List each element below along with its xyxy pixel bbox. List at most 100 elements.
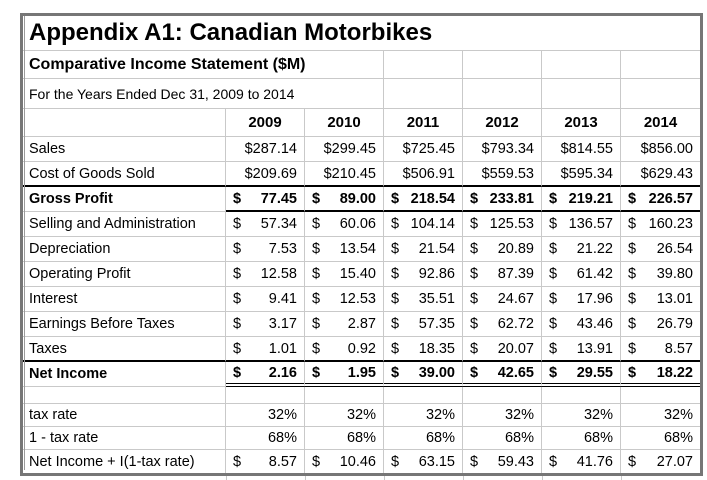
currency-symbol: $: [233, 340, 242, 357]
currency-symbol: $: [233, 291, 242, 307]
value-cell: $226.57: [621, 187, 700, 212]
row-label: Earnings Before Taxes: [23, 312, 226, 337]
value-cell: $725.45: [384, 137, 463, 162]
currency-symbol: $: [470, 241, 479, 257]
value-cell: $35.51: [384, 287, 463, 312]
currency-symbol: $: [312, 364, 321, 381]
currency-symbol: $: [470, 266, 479, 282]
currency-symbol: $: [470, 216, 479, 232]
value-cell: $59.43: [463, 450, 542, 473]
value-cell: $814.55: [542, 137, 621, 162]
amount: 1.95: [347, 364, 376, 381]
row-label: tax rate: [23, 404, 226, 427]
currency-symbol: $: [549, 316, 558, 332]
amount: 8.57: [664, 340, 693, 357]
amount: 20.07: [497, 340, 534, 357]
amount: 26.54: [656, 241, 693, 257]
value-cell: $87.39: [463, 262, 542, 287]
statement-subtitle: Comparative Income Statement ($M): [23, 51, 384, 79]
amount: 0.92: [347, 340, 376, 357]
currency-symbol: $: [312, 241, 321, 257]
value-cell: $7.53: [226, 237, 305, 262]
row-label: Interest: [23, 287, 226, 312]
currency-symbol: $: [628, 266, 637, 282]
currency-symbol: $: [628, 291, 637, 307]
empty-cell: [542, 387, 621, 404]
amount: 18.35: [418, 340, 455, 357]
value-cell: 32%: [463, 404, 542, 427]
amount: 92.86: [418, 266, 455, 282]
currency-symbol: $: [628, 190, 637, 207]
empty-cell: [621, 387, 700, 404]
year-header-cell: 2012: [463, 109, 542, 137]
currency-symbol: $: [470, 364, 479, 381]
amount: 8.57: [268, 453, 297, 470]
value-cell: $287.14: [226, 137, 305, 162]
empty-cell: [542, 79, 621, 109]
value-cell: $24.67: [463, 287, 542, 312]
amount: 62.72: [497, 316, 534, 332]
value-cell: $42.65: [463, 362, 542, 387]
amount: 12.58: [260, 266, 297, 282]
year-header-cell: 2011: [384, 109, 463, 137]
gridline-stub: [384, 476, 385, 480]
frame-inner-line: [24, 16, 25, 470]
currency-symbol: $: [470, 340, 479, 357]
currency-symbol: $: [628, 216, 637, 232]
value-cell: 68%: [384, 427, 463, 450]
value-cell: $125.53: [463, 212, 542, 237]
currency-symbol: $: [312, 266, 321, 282]
currency-symbol: $: [470, 190, 479, 207]
amount: 21.22: [576, 241, 613, 257]
value-cell: $233.81: [463, 187, 542, 212]
value-cell: $210.45: [305, 162, 384, 187]
currency-symbol: $: [312, 190, 321, 207]
empty-cell: [463, 387, 542, 404]
currency-symbol: $: [391, 340, 400, 357]
row-label: Cost of Goods Sold: [23, 162, 226, 187]
year-header-cell: 2014: [621, 109, 700, 137]
currency-symbol: $: [470, 453, 479, 470]
amount: 13.91: [576, 340, 613, 357]
currency-symbol: $: [233, 241, 242, 257]
value-cell: $0.92: [305, 337, 384, 362]
value-cell: $219.21: [542, 187, 621, 212]
amount: 21.54: [418, 241, 455, 257]
value-cell: $15.40: [305, 262, 384, 287]
value-cell: $77.45: [226, 187, 305, 212]
value-cell: $61.42: [542, 262, 621, 287]
empty-cell: [384, 79, 463, 109]
currency-symbol: $: [628, 364, 637, 381]
amount: 61.42: [576, 266, 613, 282]
value-cell: $12.58: [226, 262, 305, 287]
currency-symbol: $: [312, 216, 321, 232]
value-cell: 32%: [226, 404, 305, 427]
page-title: Appendix A1: Canadian Motorbikes: [23, 16, 700, 51]
currency-symbol: $: [233, 266, 242, 282]
currency-symbol: $: [628, 340, 637, 357]
amount: 35.51: [418, 291, 455, 307]
amount: 3.17: [268, 316, 297, 332]
amount: 7.53: [268, 241, 297, 257]
empty-cell: [305, 387, 384, 404]
row-label: 1 - tax rate: [23, 427, 226, 450]
row-label: Net Income + I(1-tax rate): [23, 450, 226, 473]
gridline-stub: [463, 476, 464, 480]
value-cell: $856.00: [621, 137, 700, 162]
value-cell: $10.46: [305, 450, 384, 473]
empty-cell: [542, 51, 621, 79]
row-label: Operating Profit: [23, 262, 226, 287]
value-cell: $17.96: [542, 287, 621, 312]
amount: 24.67: [497, 291, 534, 307]
value-cell: $29.55: [542, 362, 621, 387]
currency-symbol: $: [391, 291, 400, 307]
amount: 13.01: [656, 291, 693, 307]
amount: 15.40: [339, 266, 376, 282]
empty-cell: [621, 51, 700, 79]
value-cell: 32%: [305, 404, 384, 427]
amount: 233.81: [489, 190, 534, 207]
value-cell: $1.95: [305, 362, 384, 387]
value-cell: $21.22: [542, 237, 621, 262]
currency-symbol: $: [312, 340, 321, 357]
value-cell: $57.34: [226, 212, 305, 237]
